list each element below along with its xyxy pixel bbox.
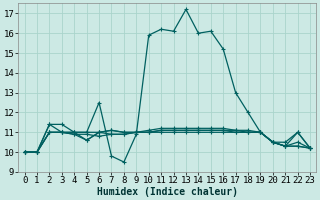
X-axis label: Humidex (Indice chaleur): Humidex (Indice chaleur): [97, 186, 238, 197]
